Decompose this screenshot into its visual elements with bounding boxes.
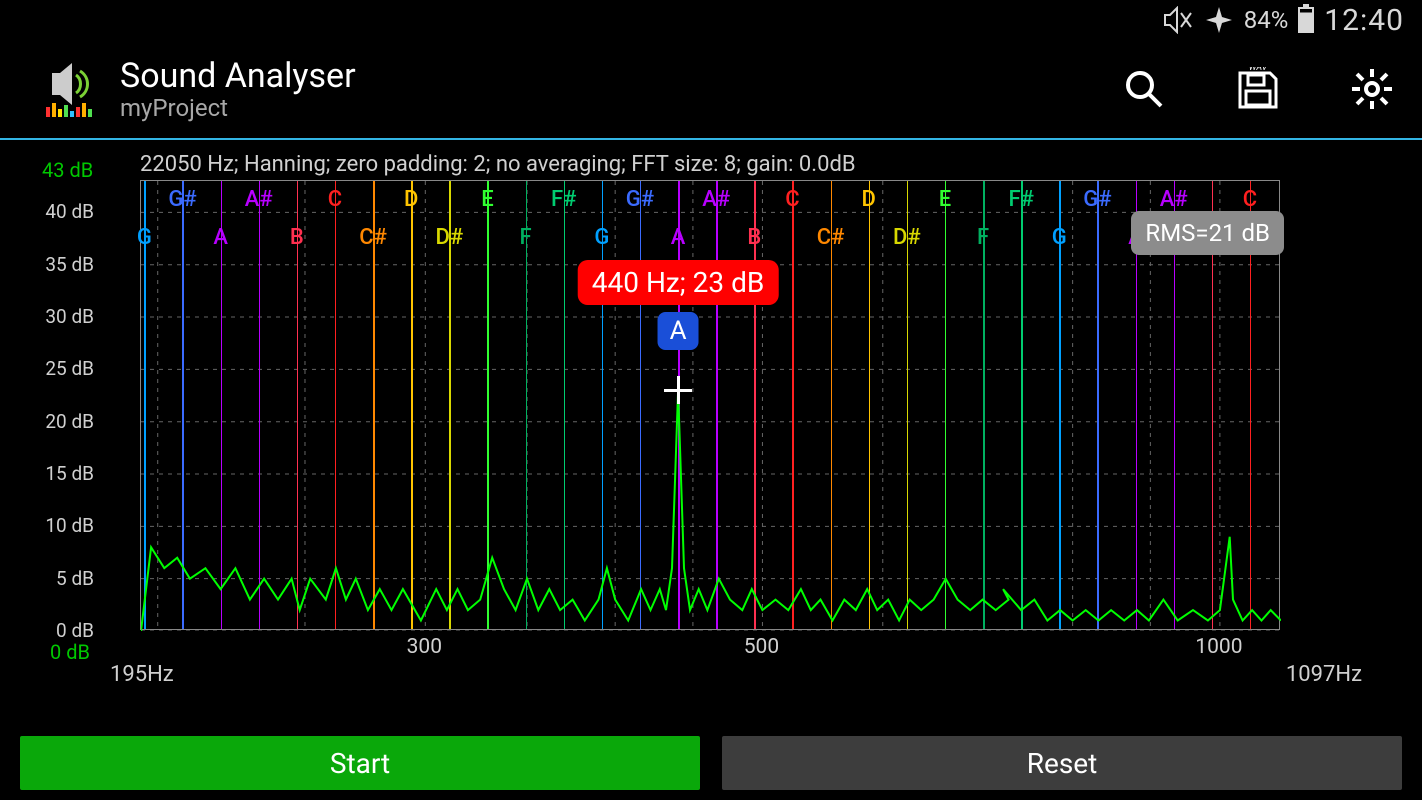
battery-icon: [1298, 7, 1314, 33]
save-icon[interactable]: WAV: [1236, 67, 1280, 111]
rms-badge: RMS=21 dB: [1131, 211, 1284, 255]
reset-button[interactable]: Reset: [722, 736, 1402, 790]
y-tick: 20 dB: [34, 410, 94, 433]
status-bar: 84% 12:40: [0, 0, 1422, 40]
battery-percent: 84%: [1244, 6, 1289, 34]
x-max-label: 1097Hz: [1286, 662, 1362, 687]
app-bar: Sound Analyser myProject WAV: [0, 40, 1422, 140]
fft-info: 22050 Hz; Hanning; zero padding: 2; no a…: [140, 152, 856, 177]
app-icon: [40, 59, 100, 119]
y-tick: 15 dB: [34, 462, 94, 485]
x-min-label: 195Hz: [110, 662, 174, 687]
x-axis: 300 500 1000: [140, 635, 1280, 665]
y-tick: 30 dB: [34, 305, 94, 328]
clock: 12:40: [1324, 3, 1404, 38]
sound-off-icon: [1162, 6, 1194, 34]
peak-note-badge: A: [658, 312, 699, 350]
project-name: myProject: [120, 94, 1102, 122]
y-tick: 0 dB: [34, 619, 94, 642]
y-max-label: 43 dB: [42, 158, 93, 182]
plot-area[interactable]: G#A#CDEF#G#A#CDEF#G#A#CGABC#D#FGABC#D#FG…: [140, 180, 1280, 630]
y-tick: 25 dB: [34, 357, 94, 380]
crosshair-vertical: [677, 376, 680, 404]
y-min-label: 0 dB: [50, 640, 90, 664]
start-button[interactable]: Start: [20, 736, 700, 790]
spectrum-chart[interactable]: 22050 Hz; Hanning; zero padding: 2; no a…: [0, 140, 1422, 700]
app-title: Sound Analyser: [120, 56, 1102, 96]
search-icon[interactable]: [1122, 67, 1166, 111]
x-tick: 1000: [1195, 635, 1242, 659]
y-tick: 10 dB: [34, 514, 94, 537]
x-tick: 500: [744, 635, 779, 659]
x-tick: 300: [407, 635, 442, 659]
peak-badge: 440 Hz; 23 dB: [578, 260, 779, 305]
y-tick: 5 dB: [34, 567, 94, 590]
y-axis: 40 dB35 dB30 dB25 dB20 dB15 dB10 dB5 dB0…: [40, 180, 100, 630]
y-tick: 35 dB: [34, 253, 94, 276]
settings-icon[interactable]: [1350, 67, 1394, 111]
airplane-icon: [1204, 5, 1234, 35]
y-tick: 40 dB: [34, 200, 94, 223]
